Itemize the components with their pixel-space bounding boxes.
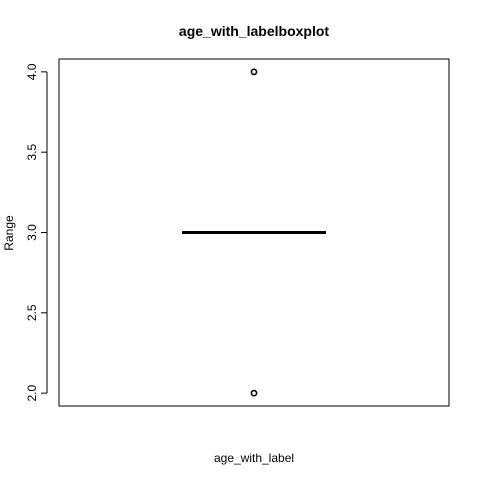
chart-title: age_with_labelboxplot (179, 23, 329, 39)
y-tick-label: 2.5 (25, 304, 39, 321)
box-layer (182, 68, 326, 397)
x-axis-label: age_with_label (214, 451, 294, 465)
outlier-point (250, 389, 258, 397)
y-axis-label: Range (2, 215, 16, 251)
y-tick-label: 3.5 (25, 144, 39, 161)
outlier-point (250, 68, 258, 76)
plot-frame (58, 58, 450, 407)
y-tick-label: 4.0 (25, 63, 39, 80)
y-axis: 2.0 2.5 3.0 3.5 4.0 (25, 63, 48, 401)
y-tick-label: 3.0 (25, 224, 39, 241)
y-tick-label: 2.0 (25, 384, 39, 401)
